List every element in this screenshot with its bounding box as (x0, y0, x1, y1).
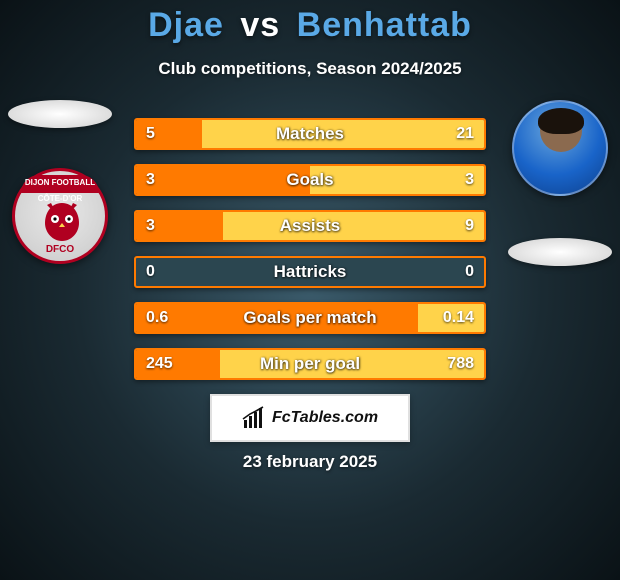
right-blank-oval (508, 238, 612, 266)
chart-icon (242, 406, 266, 430)
infographic-root: Djae vs Benhattab Club competitions, Sea… (0, 0, 620, 580)
stat-row: 33Goals (134, 164, 486, 196)
right-player-column (500, 100, 620, 266)
right-player-photo (512, 100, 608, 196)
subtitle: Club competitions, Season 2024/2025 (0, 59, 620, 79)
player1-name: Djae (148, 6, 224, 44)
stat-label: Min per goal (136, 350, 484, 378)
date-text: 23 february 2025 (0, 452, 620, 472)
columns: DIJON FOOTBALL CÔTE-D'OR DFCO 521Matches… (0, 100, 620, 400)
stat-row: 0.60.14Goals per match (134, 302, 486, 334)
stat-row: 521Matches (134, 118, 486, 150)
stat-bars: 521Matches 33Goals 39Assists 00Hattricks 0.6… (134, 118, 486, 394)
left-club-logo: DIJON FOOTBALL CÔTE-D'OR DFCO (12, 168, 108, 264)
stat-row: 00Hattricks (134, 256, 486, 288)
left-player-column: DIJON FOOTBALL CÔTE-D'OR DFCO (0, 100, 120, 264)
left-blank-oval (8, 100, 112, 128)
stat-label: Goals (136, 166, 484, 194)
stat-label: Assists (136, 212, 484, 240)
page-title: Djae vs Benhattab (0, 0, 620, 45)
stat-row: 245788Min per goal (134, 348, 486, 380)
brand-box: FcTables.com (210, 394, 410, 442)
owl-icon (37, 199, 87, 243)
player2-name: Benhattab (297, 6, 472, 44)
vs-label: vs (240, 6, 280, 44)
brand-text: FcTables.com (272, 409, 378, 427)
stat-label: Matches (136, 120, 484, 148)
stat-row: 39Assists (134, 210, 486, 242)
logo-text: DFCO (46, 244, 74, 255)
stat-label: Hattricks (136, 258, 484, 286)
logo-arc-text: DIJON FOOTBALL CÔTE-D'OR (21, 175, 99, 193)
stat-label: Goals per match (136, 304, 484, 332)
